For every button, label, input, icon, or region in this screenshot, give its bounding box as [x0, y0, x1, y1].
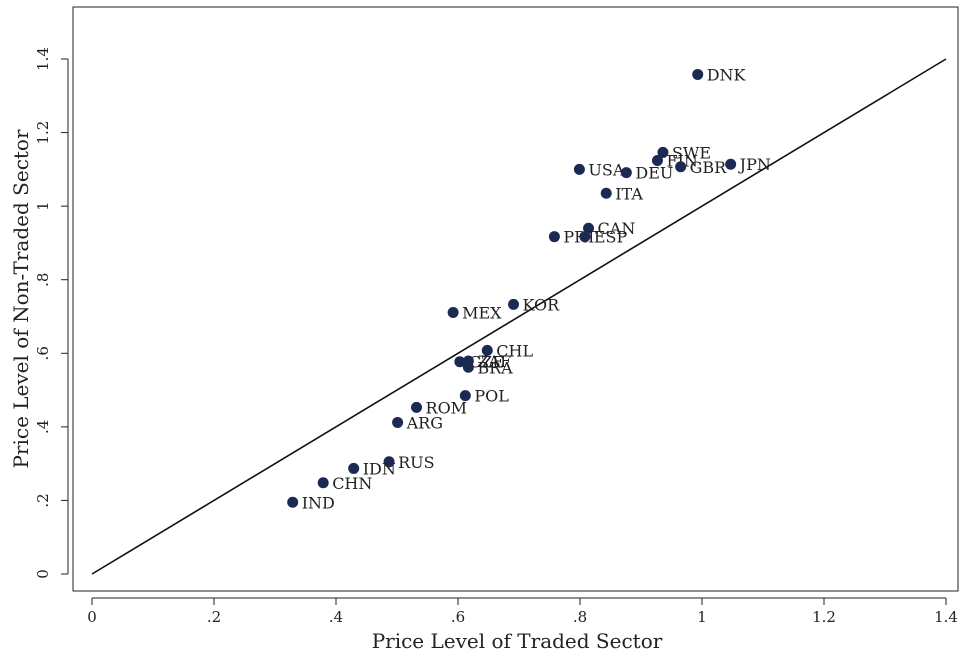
data-point-idn [348, 462, 360, 474]
y-tick-label: 1 [34, 201, 52, 211]
x-axis-title: Price Level of Traded Sector [372, 629, 663, 653]
y-tick-label: 0 [34, 569, 52, 579]
data-point-arg [392, 416, 404, 428]
point-label-kor: KOR [523, 295, 561, 314]
y-tick-label: .2 [34, 493, 52, 507]
point-label-swe: SWE [672, 143, 711, 162]
point-label-chl: CHL [496, 341, 533, 360]
data-point-chn [317, 477, 329, 489]
x-tick-label: 1.2 [812, 608, 836, 626]
data-point-swe [657, 146, 669, 158]
point-label-ind: IND [302, 493, 335, 512]
data-point-prt [548, 231, 560, 243]
data-point-kor [508, 298, 520, 310]
point-label-esp: ESP [594, 228, 628, 247]
point-label-can: CAN [598, 219, 636, 238]
data-point-jpn [725, 158, 737, 170]
reference-line [91, 58, 947, 575]
point-label-rom: ROM [426, 398, 468, 417]
data-point-ind [287, 496, 299, 508]
point-label-dnk: DNK [707, 65, 747, 84]
data-point-ita [600, 187, 612, 199]
y-tick-label: 1.4 [34, 47, 52, 71]
point-label-gbr: GBR [690, 158, 728, 177]
point-label-pol: POL [474, 387, 509, 406]
point-label-rus: RUS [398, 453, 435, 472]
x-tick-label: 1 [697, 608, 707, 626]
y-tick-label: .8 [34, 273, 52, 287]
x-tick-label: 0 [87, 608, 97, 626]
data-points: DNKSWEFINGBRJPNUSADEUITACANPRTESPKORMEXC… [287, 65, 771, 512]
data-point-fin [651, 155, 663, 167]
data-point-rus [383, 456, 395, 468]
point-label-jpn: JPN [738, 155, 771, 174]
y-tick-label: .6 [34, 346, 52, 360]
point-label-ita: ITA [615, 184, 643, 203]
y-tick-label: 1.2 [34, 121, 52, 145]
x-tick-label: .2 [207, 608, 221, 626]
data-point-can [583, 222, 595, 234]
y-axis: 0 .2 .4 .6 .8 1 1.2 1.4 [34, 47, 69, 579]
point-label-fin: FIN [666, 152, 697, 171]
point-label-deu: DEU [635, 164, 673, 183]
point-label-idn: IDN [363, 459, 396, 478]
x-tick-label: 1.4 [934, 608, 958, 626]
data-point-pol [459, 390, 471, 402]
point-label-mex: MEX [462, 303, 502, 322]
data-point-gbr [675, 161, 687, 173]
data-point-cze [454, 356, 466, 368]
data-point-dnk [692, 68, 704, 80]
data-point-mex [447, 306, 459, 318]
x-axis: 0 .2 .4 .6 .8 1 1.2 1.4 [87, 597, 958, 626]
point-label-zaf: ZAF [477, 352, 511, 371]
data-point-rom [411, 401, 423, 413]
y-tick-label: .4 [34, 420, 52, 434]
point-label-usa: USA [588, 160, 624, 179]
point-label-cze: CZE [469, 353, 504, 372]
data-point-deu [620, 167, 632, 179]
point-label-chn: CHN [332, 474, 372, 493]
point-label-arg: ARG [406, 413, 443, 432]
data-point-usa [573, 163, 585, 175]
point-label-bra: BRA [477, 358, 513, 377]
x-tick-label: .6 [451, 608, 465, 626]
x-tick-label: .8 [573, 608, 587, 626]
data-point-bra [462, 361, 474, 373]
plot-frame [72, 6, 959, 592]
x-tick-label: .4 [329, 608, 343, 626]
data-point-esp [579, 231, 591, 243]
y-axis-title: Price Level of Non-Traded Sector [9, 129, 33, 469]
data-point-chl [481, 344, 493, 356]
